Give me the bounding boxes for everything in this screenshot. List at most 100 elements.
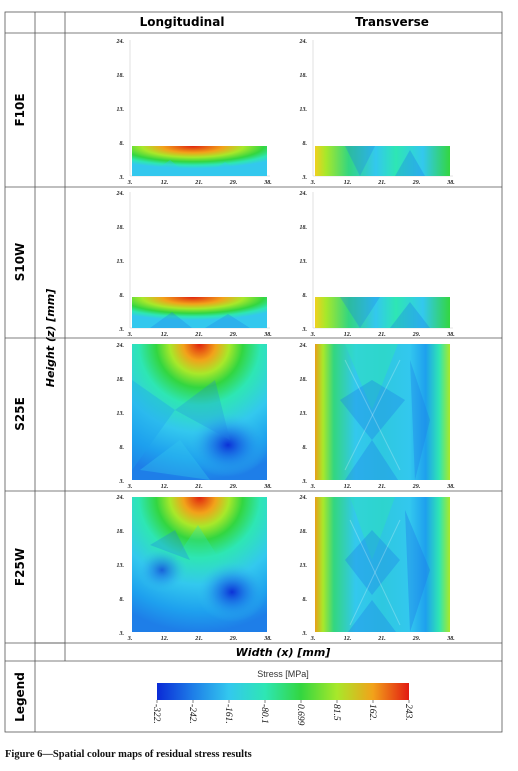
- y-tick-label: 18.: [117, 73, 125, 79]
- x-tick-label: 12.: [161, 636, 169, 642]
- y-tick-label: 24.: [116, 39, 125, 45]
- x-tick-label: 21.: [194, 180, 203, 186]
- x-tick-label: 29.: [412, 332, 421, 338]
- panel-f10e-longitudinal: [129, 40, 270, 177]
- y-axis-label: Height (z) [mm]: [44, 289, 57, 388]
- x-tick-label: 21.: [377, 636, 386, 642]
- y-tick-label: 18.: [117, 529, 125, 535]
- x-tick-label: 29.: [229, 484, 238, 490]
- y-tick-label: 3.: [302, 631, 308, 637]
- x-tick-label: 12.: [344, 180, 352, 186]
- y-tick-label: 8.: [303, 445, 308, 451]
- y-tick-label: 8.: [120, 597, 125, 603]
- panel-f25w-longitudinal: [132, 497, 267, 632]
- row-label-s10w: S10W: [13, 243, 27, 282]
- y-tick-label: 3.: [119, 479, 125, 485]
- stress-map-f10e-transverse: [315, 146, 450, 176]
- y-tick-label: 8.: [303, 293, 308, 299]
- x-tick-label: 3.: [127, 332, 133, 338]
- legend-colorbar: [157, 683, 409, 700]
- x-tick-label: 38.: [446, 636, 455, 642]
- panel-s25e-longitudinal: [132, 344, 268, 480]
- x-tick-label: 21.: [377, 332, 386, 338]
- stress-map-s10w-longitudinal: [132, 297, 267, 328]
- legend-tick-label: -161.: [223, 704, 233, 724]
- x-tick-label: 12.: [344, 332, 352, 338]
- stress-map-f10e-longitudinal: [132, 146, 267, 176]
- y-tick-label: 24.: [116, 191, 125, 197]
- y-tick-label: 3.: [302, 175, 308, 181]
- row-label-f25w: F25W: [13, 548, 27, 586]
- y-tick-label: 18.: [300, 377, 308, 383]
- row-label-f10e: F10E: [13, 93, 27, 126]
- y-tick-label: 13.: [117, 259, 125, 265]
- panel-s25e-transverse: [315, 344, 450, 480]
- y-tick-label: 8.: [303, 141, 308, 147]
- x-tick-label: 12.: [344, 484, 352, 490]
- legend-tick-label: 243.: [403, 704, 413, 721]
- y-tick-label: 3.: [302, 479, 308, 485]
- x-tick-label: 3.: [310, 180, 316, 186]
- panel-f10e-transverse: [312, 40, 453, 177]
- x-tick-label: 21.: [194, 332, 203, 338]
- column-header-longitudinal: Longitudinal: [140, 15, 225, 29]
- y-tick-label: 24.: [299, 39, 308, 45]
- legend-tick-label: 162.: [367, 704, 377, 721]
- x-tick-label: 29.: [229, 180, 238, 186]
- x-tick-label: 12.: [161, 332, 169, 338]
- x-tick-label: 3.: [310, 636, 316, 642]
- x-tick-label: 29.: [229, 636, 238, 642]
- x-tick-label: 12.: [161, 180, 169, 186]
- x-tick-label: 38.: [263, 484, 272, 490]
- y-tick-label: 13.: [117, 411, 125, 417]
- x-tick-label: 3.: [127, 636, 133, 642]
- y-tick-label: 13.: [117, 107, 125, 113]
- x-tick-label: 12.: [161, 484, 169, 490]
- legend-ticks: -322. -242. -161. -80.1 0.699 81.5 162. 243.: [151, 700, 413, 726]
- x-axis-label: Width (x) [mm]: [236, 646, 331, 659]
- column-header-transverse: Transverse: [355, 15, 429, 29]
- y-tick-label: 3.: [119, 327, 125, 333]
- y-tick-label: 24.: [299, 495, 308, 501]
- panel-s10w-longitudinal: [129, 192, 270, 329]
- legend-title: Stress [MPa]: [257, 669, 309, 679]
- x-tick-label: 38.: [263, 636, 272, 642]
- y-tick-label: 18.: [300, 225, 308, 231]
- y-tick-label: 13.: [300, 563, 308, 569]
- row-label-s25e: S25E: [13, 397, 27, 431]
- legend-tick-label: 0.699: [295, 704, 305, 726]
- x-tick-label: 21.: [377, 180, 386, 186]
- table-grid: [4, 11, 503, 733]
- y-tick-label: 13.: [300, 107, 308, 113]
- x-tick-label: 29.: [412, 484, 421, 490]
- y-tick-label: 18.: [117, 225, 125, 231]
- x-tick-label: 38.: [263, 332, 272, 338]
- y-tick-label: 3.: [119, 631, 125, 637]
- y-tick-label: 3.: [119, 175, 125, 181]
- row-label-legend: Legend: [13, 672, 27, 722]
- x-tick-label: 3.: [127, 484, 133, 490]
- y-tick-label: 8.: [120, 445, 125, 451]
- x-tick-label: 38.: [446, 180, 455, 186]
- legend-tick-label: 81.5: [331, 704, 341, 721]
- y-tick-label: 18.: [117, 377, 125, 383]
- x-tick-label: 3.: [127, 180, 133, 186]
- y-tick-label: 13.: [300, 411, 308, 417]
- y-tick-label: 18.: [300, 73, 308, 79]
- x-tick-label: 3.: [310, 332, 316, 338]
- x-tick-label: 38.: [446, 332, 455, 338]
- y-tick-label: 24.: [299, 191, 308, 197]
- x-tick-label: 21.: [194, 636, 203, 642]
- y-tick-label: 8.: [120, 141, 125, 147]
- x-tick-label: 29.: [229, 332, 238, 338]
- legend-tick-label: -322.: [151, 704, 161, 724]
- x-tick-label: 12.: [344, 636, 352, 642]
- stress-map-s10w-transverse: [315, 297, 450, 328]
- legend-tick-label: -80.1: [259, 704, 269, 724]
- panel-s10w-transverse: [312, 192, 453, 329]
- y-tick-label: 13.: [117, 563, 125, 569]
- y-tick-label: 3.: [302, 327, 308, 333]
- axis-ticks: 3. 12. 21. 29. 38.24.18.13.8.3.3. 12. 21. 29. 38…: [116, 39, 456, 642]
- panel-f25w-transverse: [315, 497, 450, 632]
